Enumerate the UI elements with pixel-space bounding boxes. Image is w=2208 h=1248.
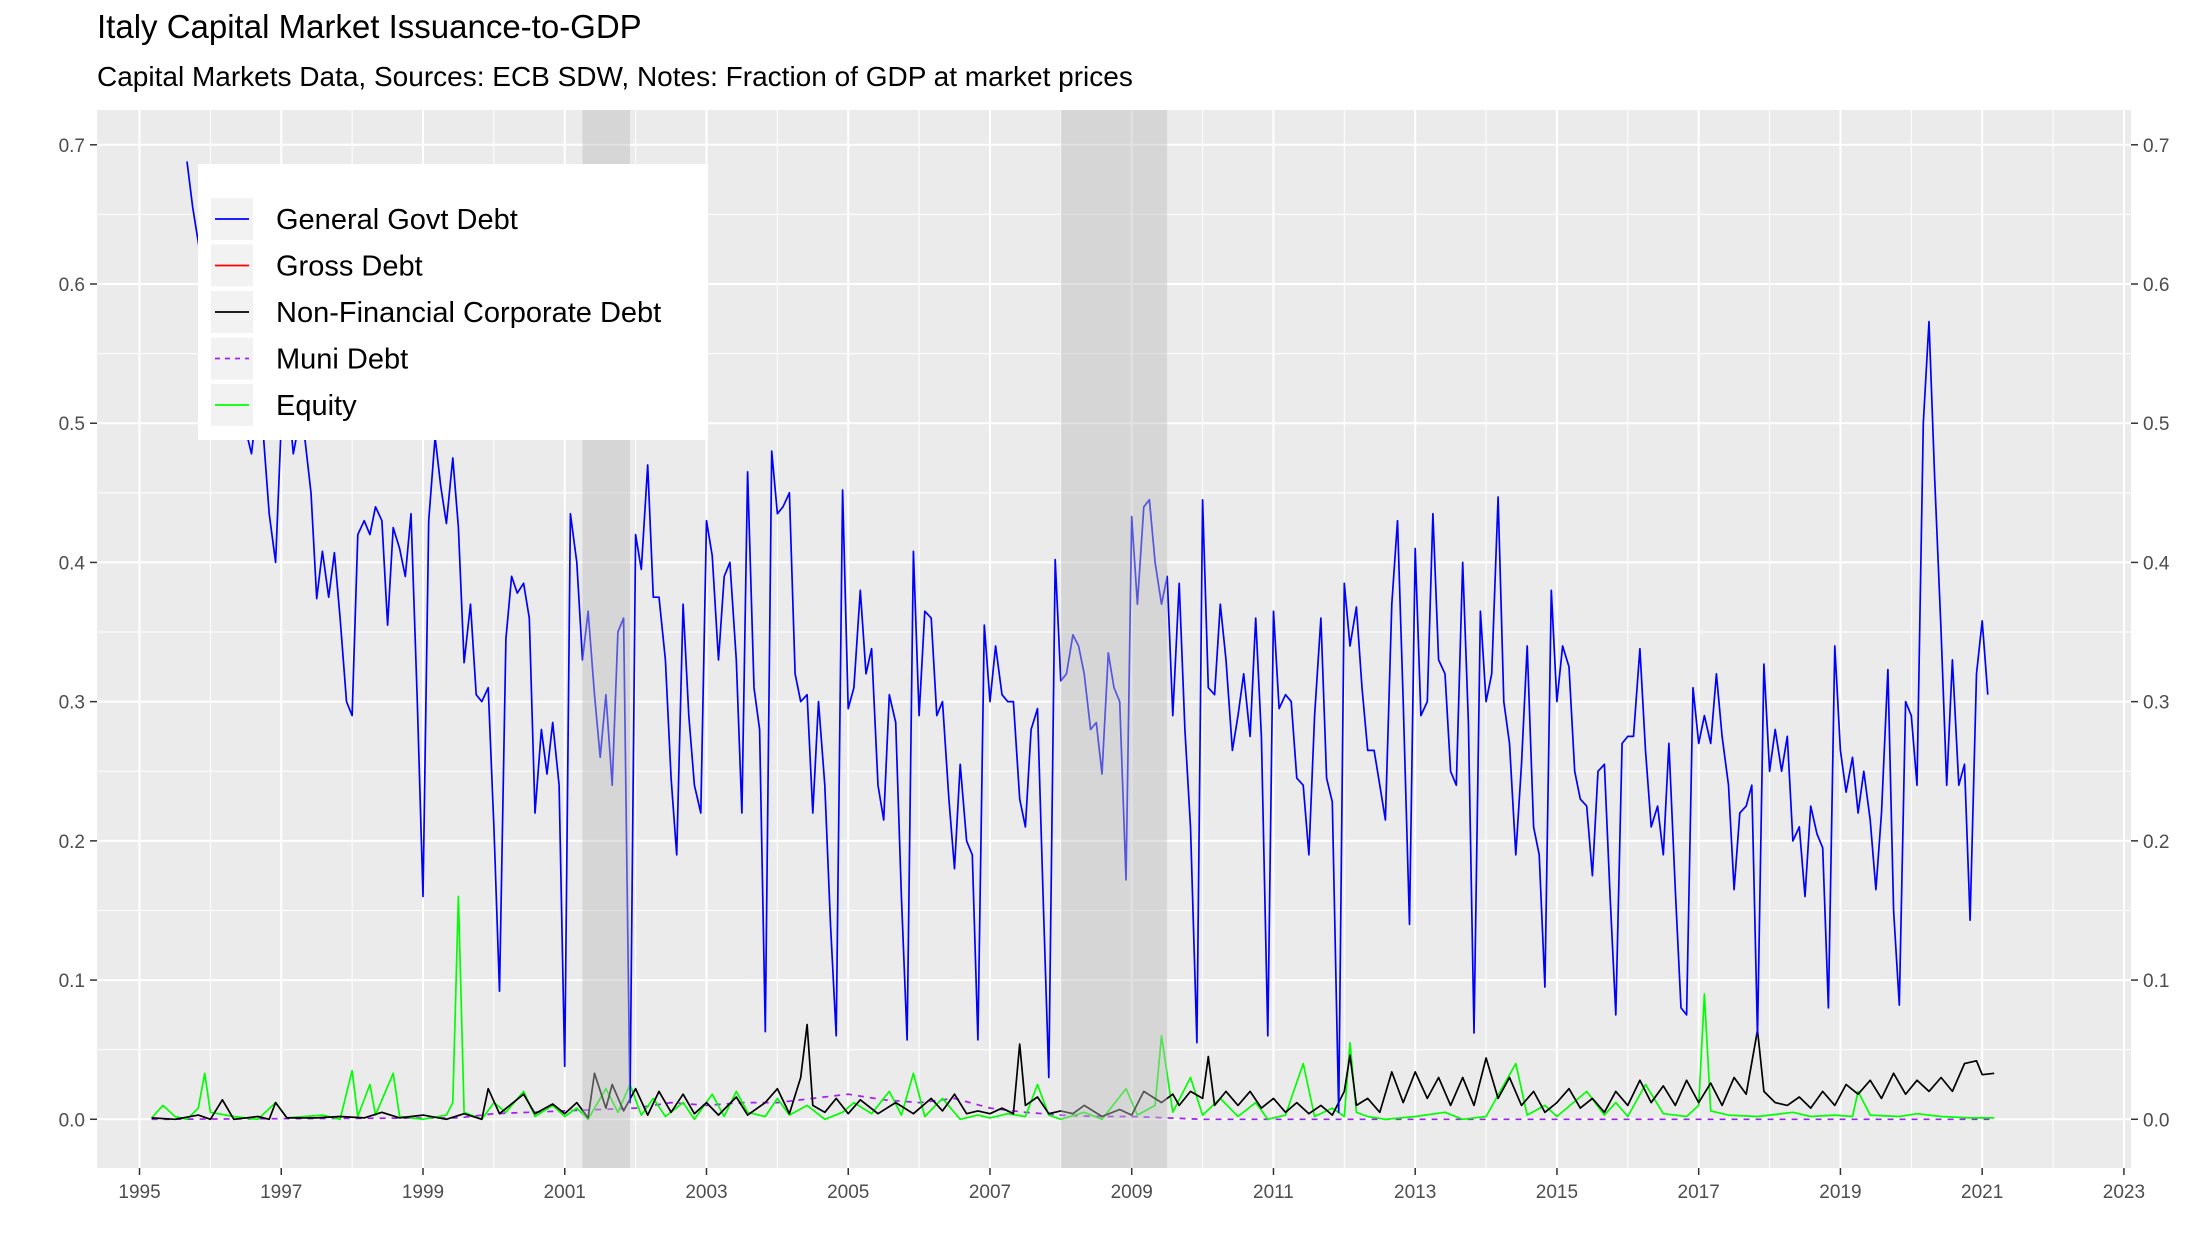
legend-label: Gross Debt xyxy=(276,251,423,283)
x-tick-label: 2011 xyxy=(1253,1182,1294,1203)
y-tick-label-right: 0.2 xyxy=(2143,832,2169,853)
chart-subtitle: Capital Markets Data, Sources: ECB SDW, … xyxy=(97,61,1133,92)
series-group xyxy=(150,161,1995,1121)
y-tick-label-right: 0.1 xyxy=(2143,971,2169,992)
y-tick-label-left: 0.7 xyxy=(59,136,85,157)
axes: 1995 1997 1999 2001 2003 2005 2007 2009 2011 2013… xyxy=(59,136,2170,1203)
legend-label: Non-Financial Corporate Debt xyxy=(276,297,661,329)
x-tick-label: 2021 xyxy=(1961,1182,2003,1203)
y-tick-label-left: 0.6 xyxy=(59,275,85,296)
x-tick-label: 2003 xyxy=(685,1182,727,1203)
y-tick-label-left: 0.2 xyxy=(59,832,85,853)
y-tick-label-left: 0.0 xyxy=(59,1110,85,1131)
x-tick-label: 2017 xyxy=(1678,1182,1720,1203)
legend-label: Muni Debt xyxy=(276,344,408,376)
legend-label: Equity xyxy=(276,390,357,422)
y-tick-label-right: 0.4 xyxy=(2143,553,2170,574)
y-tick-label-right: 0.5 xyxy=(2143,414,2169,435)
y-tick-label-right: 0.6 xyxy=(2143,275,2169,296)
x-tick-label: 2007 xyxy=(969,1182,1011,1203)
x-tick-label: 2019 xyxy=(1819,1182,1861,1203)
legend-label: General Govt Debt xyxy=(276,204,518,236)
x-tick-label: 2015 xyxy=(1536,1182,1578,1203)
x-tick-label: 2001 xyxy=(544,1182,586,1203)
y-tick-label-left: 0.1 xyxy=(59,971,85,992)
y-tick-label-left: 0.4 xyxy=(59,553,86,574)
x-tick-label: 1999 xyxy=(402,1182,444,1203)
series-line-non-financial-corporate-debt xyxy=(151,1023,1995,1121)
y-tick-label-right: 0.3 xyxy=(2143,693,2169,714)
x-tick-label: 2013 xyxy=(1394,1182,1436,1203)
x-tick-label: 2009 xyxy=(1111,1182,1153,1203)
y-tick-label-right: 0.7 xyxy=(2143,136,2169,157)
x-tick-label: 1997 xyxy=(260,1182,302,1203)
series-line-muni-debt xyxy=(151,1093,1995,1121)
y-tick-label-left: 0.5 xyxy=(59,414,85,435)
y-tick-label-left: 0.3 xyxy=(59,693,85,714)
series-line-equity xyxy=(150,895,1995,1121)
chart-title: Italy Capital Market Issuance-to-GDP xyxy=(97,8,642,45)
legend: General Govt Debt Gross Debt Non-Financial… xyxy=(198,164,708,440)
x-tick-label: 2023 xyxy=(2103,1182,2145,1203)
x-tick-label: 1995 xyxy=(118,1182,160,1203)
x-tick-label: 2005 xyxy=(827,1182,869,1203)
recession-band xyxy=(1060,110,1168,1168)
y-tick-label-right: 0.0 xyxy=(2143,1110,2169,1131)
legend-box xyxy=(198,164,708,440)
series-line-general-govt-debt xyxy=(186,161,1989,1114)
